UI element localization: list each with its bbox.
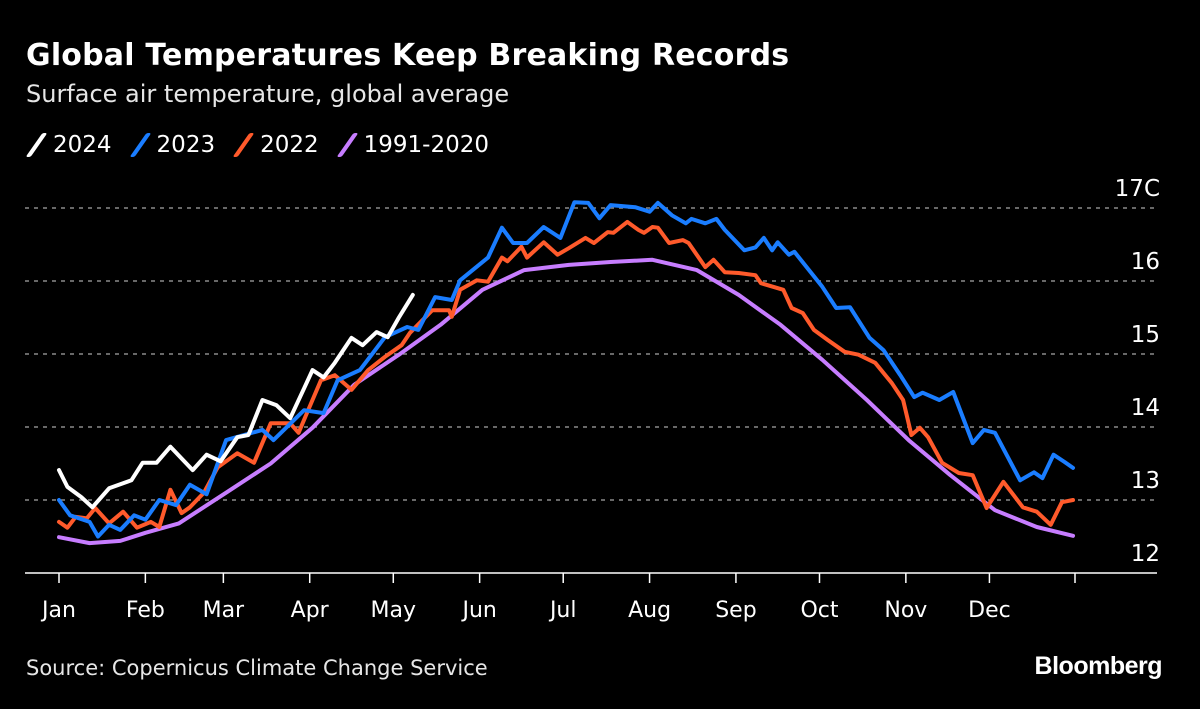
legend-item-2024: 2024	[25, 132, 112, 158]
x-tick-label: Sep	[715, 598, 756, 623]
x-tick-label: Apr	[291, 598, 330, 623]
x-tick-label: Dec	[968, 598, 1011, 623]
x-tick-label: Jun	[460, 598, 496, 623]
y-tick-label: 17C	[1115, 176, 1160, 202]
legend-label: 2022	[260, 132, 319, 158]
chart-subtitle: Surface air temperature, global average	[26, 80, 510, 108]
y-tick-label: 15	[1131, 322, 1160, 348]
x-tick-label: Nov	[884, 598, 927, 623]
x-tick-label: Mar	[203, 598, 245, 623]
source-note: Source: Copernicus Climate Change Servic…	[26, 656, 488, 680]
y-tick-label: 13	[1131, 468, 1160, 494]
x-tick-label: Feb	[126, 598, 165, 623]
y-tick-label: 16	[1131, 249, 1160, 275]
x-tick-label: Aug	[628, 598, 671, 623]
legend-label: 1991-2020	[363, 132, 490, 158]
legend-item-2023: 2023	[129, 132, 216, 158]
y-tick-label: 12	[1131, 541, 1160, 567]
x-tick-label: May	[371, 598, 416, 623]
legend-item-2022: 2022	[232, 132, 319, 158]
series-line-2024	[57, 292, 415, 510]
x-tick-label: Oct	[800, 598, 838, 623]
series-line-1991-2020	[57, 257, 1075, 546]
y-tick-label: 14	[1131, 395, 1160, 421]
x-tick-label: Jan	[40, 598, 76, 623]
legend: 2024 2023 2022 1991-2020	[25, 132, 490, 158]
bloomberg-logo: Bloomberg	[1034, 652, 1163, 680]
legend-item-baseline: 1991-2020	[336, 132, 490, 158]
legend-label: 2023	[156, 132, 216, 158]
chart-title: Global Temperatures Keep Breaking Record…	[26, 38, 790, 73]
series-line-2023	[57, 200, 1075, 539]
legend-label: 2024	[53, 132, 112, 158]
x-tick-label: Jul	[548, 598, 577, 623]
